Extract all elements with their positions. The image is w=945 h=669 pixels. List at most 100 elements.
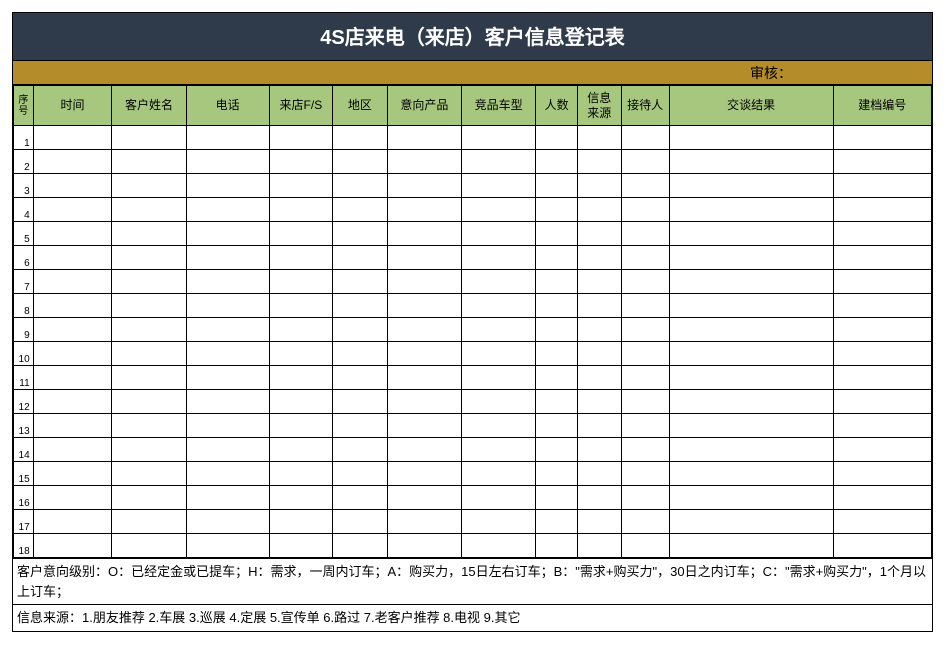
data-cell[interactable] [333, 414, 388, 438]
data-cell[interactable] [669, 174, 833, 198]
data-cell[interactable] [269, 174, 332, 198]
data-cell[interactable] [462, 486, 536, 510]
data-cell[interactable] [536, 270, 578, 294]
data-cell[interactable] [669, 198, 833, 222]
data-cell[interactable] [387, 294, 461, 318]
data-cell[interactable] [462, 462, 536, 486]
data-cell[interactable] [536, 438, 578, 462]
seq-cell[interactable]: 4 [14, 198, 34, 222]
data-cell[interactable] [333, 198, 388, 222]
data-cell[interactable] [833, 414, 931, 438]
data-cell[interactable] [621, 246, 669, 270]
seq-cell[interactable]: 15 [14, 462, 34, 486]
data-cell[interactable] [112, 222, 186, 246]
data-cell[interactable] [33, 462, 112, 486]
data-cell[interactable] [462, 294, 536, 318]
data-cell[interactable] [621, 270, 669, 294]
data-cell[interactable] [269, 390, 332, 414]
data-cell[interactable] [536, 126, 578, 150]
data-cell[interactable] [387, 126, 461, 150]
data-cell[interactable] [462, 414, 536, 438]
data-cell[interactable] [536, 366, 578, 390]
data-cell[interactable] [269, 246, 332, 270]
data-cell[interactable] [669, 222, 833, 246]
data-cell[interactable] [462, 126, 536, 150]
data-cell[interactable] [833, 270, 931, 294]
data-cell[interactable] [536, 510, 578, 534]
data-cell[interactable] [833, 438, 931, 462]
data-cell[interactable] [33, 486, 112, 510]
data-cell[interactable] [333, 390, 388, 414]
data-cell[interactable] [621, 510, 669, 534]
data-cell[interactable] [33, 318, 112, 342]
data-cell[interactable] [269, 366, 332, 390]
data-cell[interactable] [186, 414, 269, 438]
data-cell[interactable] [269, 462, 332, 486]
data-cell[interactable] [536, 414, 578, 438]
data-cell[interactable] [186, 270, 269, 294]
data-cell[interactable] [186, 150, 269, 174]
data-cell[interactable] [387, 438, 461, 462]
data-cell[interactable] [387, 342, 461, 366]
data-cell[interactable] [621, 414, 669, 438]
data-cell[interactable] [186, 366, 269, 390]
data-cell[interactable] [333, 510, 388, 534]
data-cell[interactable] [669, 366, 833, 390]
seq-cell[interactable]: 10 [14, 342, 34, 366]
data-cell[interactable] [621, 462, 669, 486]
data-cell[interactable] [33, 534, 112, 558]
data-cell[interactable] [269, 534, 332, 558]
seq-cell[interactable]: 16 [14, 486, 34, 510]
data-cell[interactable] [536, 342, 578, 366]
data-cell[interactable] [621, 318, 669, 342]
data-cell[interactable] [669, 270, 833, 294]
data-cell[interactable] [669, 294, 833, 318]
data-cell[interactable] [462, 438, 536, 462]
data-cell[interactable] [269, 342, 332, 366]
data-cell[interactable] [186, 534, 269, 558]
data-cell[interactable] [669, 126, 833, 150]
data-cell[interactable] [577, 510, 621, 534]
data-cell[interactable] [333, 462, 388, 486]
data-cell[interactable] [112, 510, 186, 534]
data-cell[interactable] [462, 318, 536, 342]
data-cell[interactable] [387, 198, 461, 222]
data-cell[interactable] [577, 198, 621, 222]
data-cell[interactable] [669, 246, 833, 270]
data-cell[interactable] [33, 366, 112, 390]
seq-cell[interactable]: 18 [14, 534, 34, 558]
data-cell[interactable] [536, 294, 578, 318]
data-cell[interactable] [186, 342, 269, 366]
data-cell[interactable] [333, 486, 388, 510]
data-cell[interactable] [621, 198, 669, 222]
data-cell[interactable] [387, 534, 461, 558]
data-cell[interactable] [112, 174, 186, 198]
data-cell[interactable] [621, 366, 669, 390]
data-cell[interactable] [269, 270, 332, 294]
seq-cell[interactable]: 17 [14, 510, 34, 534]
data-cell[interactable] [621, 342, 669, 366]
data-cell[interactable] [462, 390, 536, 414]
data-cell[interactable] [577, 318, 621, 342]
data-cell[interactable] [833, 174, 931, 198]
data-cell[interactable] [387, 318, 461, 342]
data-cell[interactable] [577, 486, 621, 510]
data-cell[interactable] [269, 150, 332, 174]
data-cell[interactable] [112, 150, 186, 174]
data-cell[interactable] [387, 150, 461, 174]
data-cell[interactable] [186, 486, 269, 510]
data-cell[interactable] [577, 246, 621, 270]
data-cell[interactable] [833, 246, 931, 270]
data-cell[interactable] [577, 462, 621, 486]
data-cell[interactable] [387, 510, 461, 534]
data-cell[interactable] [112, 126, 186, 150]
data-cell[interactable] [269, 294, 332, 318]
data-cell[interactable] [536, 462, 578, 486]
data-cell[interactable] [387, 246, 461, 270]
data-cell[interactable] [536, 174, 578, 198]
data-cell[interactable] [112, 294, 186, 318]
data-cell[interactable] [669, 510, 833, 534]
data-cell[interactable] [669, 534, 833, 558]
data-cell[interactable] [577, 126, 621, 150]
data-cell[interactable] [112, 366, 186, 390]
